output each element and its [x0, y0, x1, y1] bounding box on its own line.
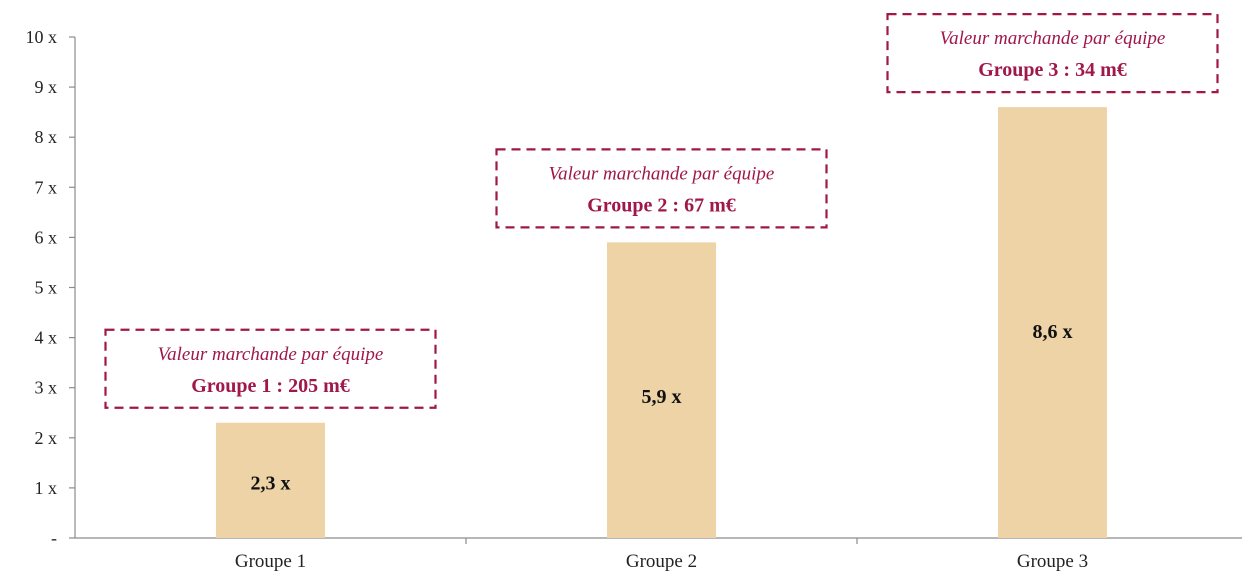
x-category-label: Groupe 3 — [1017, 551, 1088, 572]
annotation-italic-text: Valeur marchande par équipe — [940, 28, 1166, 49]
y-tick-label: 2 x — [35, 428, 58, 448]
x-category-label: Groupe 2 — [626, 551, 697, 572]
annotation-box — [886, 13, 1219, 94]
bar — [216, 422, 325, 538]
y-tick-label: 7 x — [35, 177, 58, 197]
annotation-bold-text: Groupe 2 : 67 m€ — [587, 194, 736, 216]
y-axis: - 1 x 2 x 3 x 4 x 5 x 6 x 7 x 8 x 9 x 10 x — [26, 27, 76, 548]
annotation-italic-text: Valeur marchande par équipe — [158, 344, 384, 365]
bar-value-label: 2,3 x — [251, 473, 291, 495]
annotation-bold-text: Groupe 1 : 205 m€ — [191, 375, 350, 397]
y-tick-label: - — [51, 528, 57, 548]
bar-value-label: 8,6 x — [1033, 321, 1073, 343]
y-tick-label: 8 x — [35, 127, 58, 147]
y-tick-label: 3 x — [35, 378, 58, 398]
bar — [998, 107, 1107, 538]
x-category-label: Groupe 1 — [235, 551, 306, 572]
y-tick-label: 4 x — [35, 328, 58, 348]
annotation-box — [104, 328, 437, 409]
bar-value-label: 5,9 x — [642, 386, 682, 408]
y-tick-label: 5 x — [35, 278, 58, 298]
annotation-box — [495, 148, 828, 229]
y-tick-label: 1 x — [35, 478, 58, 498]
y-tick-label: 6 x — [35, 227, 58, 247]
x-axis: Groupe 1 Groupe 2 Groupe 3 — [75, 537, 1242, 572]
annotation-callout: Valeur marchande par équipe Groupe 3 : 34… — [886, 13, 1219, 94]
bars: 2,3 x 5,9 x 8,6 x — [216, 107, 1107, 538]
y-tick-label: 10 x — [26, 27, 58, 47]
annotation-bold-text: Groupe 3 : 34 m€ — [978, 59, 1127, 81]
annotation-callout: Valeur marchande par équipe Groupe 2 : 67… — [495, 148, 828, 229]
bar — [607, 242, 716, 538]
y-tick-label: 9 x — [35, 77, 58, 97]
annotation-callout: Valeur marchande par équipe Groupe 1 : 20… — [104, 328, 437, 409]
annotations: Valeur marchande par équipe Groupe 1 : 20… — [104, 13, 1219, 409]
annotation-italic-text: Valeur marchande par équipe — [549, 163, 775, 184]
